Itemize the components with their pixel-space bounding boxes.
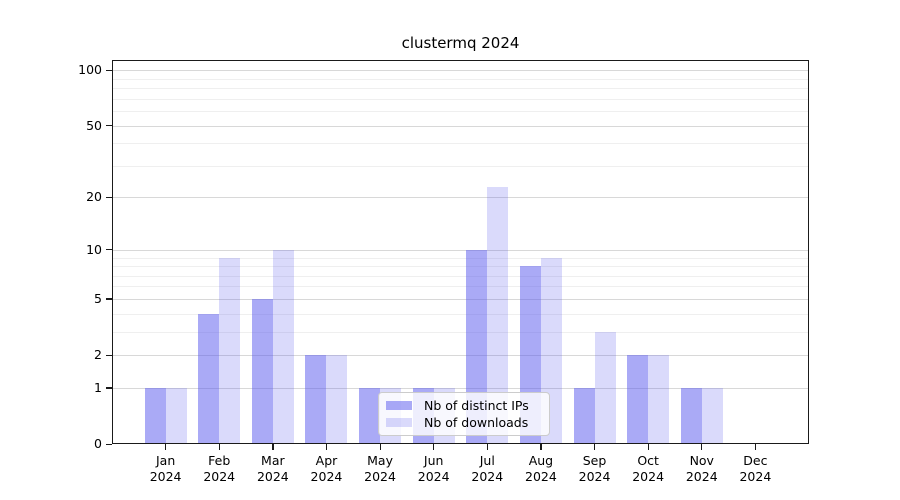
x-tick-label: Jun 2024 <box>417 453 450 484</box>
y-gridline-minor <box>112 275 809 277</box>
y-gridline-minor <box>112 266 809 268</box>
bar-distinct-ips-feb <box>198 313 220 444</box>
y-gridline-major <box>112 387 809 389</box>
y-tick-mark <box>106 443 112 445</box>
x-tick-label: Sep 2024 <box>578 453 611 484</box>
x-tick-mark <box>754 444 757 450</box>
y-tick-mark <box>106 69 112 71</box>
y-gridline-major <box>112 298 809 300</box>
bar-downloads-jul <box>487 186 509 444</box>
y-gridline-minor <box>112 286 809 288</box>
bar-distinct-ips-oct <box>627 355 649 444</box>
x-tick-label: Mar 2024 <box>256 453 289 484</box>
y-tick-label: 2 <box>94 347 102 363</box>
y-tick-mark <box>106 354 112 356</box>
y-gridline-minor <box>112 143 809 145</box>
bar-distinct-ips-mar <box>251 298 273 444</box>
bar-distinct-ips-may <box>359 387 381 444</box>
y-tick-label: 50 <box>86 117 102 133</box>
bar-distinct-ips-nov <box>680 387 702 444</box>
bar-downloads-mar <box>272 249 294 444</box>
y-tick-label: 1 <box>94 379 102 395</box>
legend-label-distinct-ips: Nb of distinct IPs <box>424 398 529 413</box>
y-tick-mark <box>106 387 112 389</box>
legend-swatch-distinct-ips <box>386 401 412 410</box>
bar-downloads-nov <box>701 387 723 444</box>
x-tick-mark <box>379 444 381 450</box>
y-gridline-minor <box>112 78 809 80</box>
y-tick-label: 100 <box>78 62 102 78</box>
y-tick-label: 5 <box>94 290 102 306</box>
y-gridline-minor <box>112 98 809 100</box>
y-tick-mark <box>106 249 112 251</box>
x-tick-mark <box>540 444 542 450</box>
y-gridline-major <box>112 355 809 357</box>
bar-distinct-ips-sep <box>573 387 595 444</box>
x-tick-mark <box>433 444 435 450</box>
bar-downloads-apr <box>326 355 348 444</box>
x-tick-label: Feb 2024 <box>203 453 236 484</box>
y-tick-label: 10 <box>86 241 102 257</box>
x-tick-mark <box>486 444 488 450</box>
x-tick-label: Jul 2024 <box>471 453 504 484</box>
y-gridline-major <box>112 70 809 72</box>
y-tick-mark <box>106 196 112 199</box>
y-gridline-major <box>112 197 809 199</box>
x-tick-label: Oct 2024 <box>632 453 665 484</box>
x-tick-label: Aug 2024 <box>525 453 557 484</box>
x-tick-mark <box>594 444 596 450</box>
legend: Nb of distinct IPs Nb of downloads <box>378 392 550 436</box>
x-tick-mark <box>218 444 220 450</box>
x-tick-label: Apr 2024 <box>310 453 343 484</box>
legend-label-downloads: Nb of downloads <box>424 415 529 430</box>
y-gridline-major <box>112 125 809 127</box>
legend-item-downloads: Nb of downloads <box>386 414 543 431</box>
y-gridline-minor <box>112 165 809 167</box>
y-gridline-minor <box>112 111 809 113</box>
legend-swatch-downloads <box>386 418 412 427</box>
bar-downloads-sep <box>594 331 616 444</box>
bar-downloads-oct <box>648 355 670 444</box>
x-tick-mark <box>165 444 167 450</box>
y-gridline-major <box>112 249 809 251</box>
legend-item-distinct-ips: Nb of distinct IPs <box>386 397 543 414</box>
x-tick-label: Nov 2024 <box>685 453 718 484</box>
x-tick-mark <box>701 444 703 450</box>
x-tick-mark <box>325 444 328 450</box>
y-tick-label: 0 <box>94 436 102 451</box>
y-tick-label: 20 <box>86 189 102 205</box>
y-gridline-minor <box>112 331 809 333</box>
bar-downloads-feb <box>219 257 241 444</box>
x-tick-label: Jan 2024 <box>149 453 182 484</box>
y-tick-mark <box>106 298 112 300</box>
bar-distinct-ips-apr <box>305 355 327 444</box>
y-gridline-minor <box>112 257 809 259</box>
y-tick-mark <box>106 125 112 127</box>
x-tick-label: Dec 2024 <box>739 453 772 484</box>
x-tick-label: May 2024 <box>364 453 396 484</box>
x-tick-mark <box>647 444 649 450</box>
chart-title: clustermq 2024 <box>401 34 520 52</box>
bar-downloads-jan <box>165 387 187 444</box>
y-gridline-minor <box>112 88 809 90</box>
x-tick-mark <box>272 444 274 450</box>
plot-area <box>112 60 809 444</box>
y-gridline-minor <box>112 313 809 315</box>
bar-distinct-ips-jan <box>144 387 166 444</box>
